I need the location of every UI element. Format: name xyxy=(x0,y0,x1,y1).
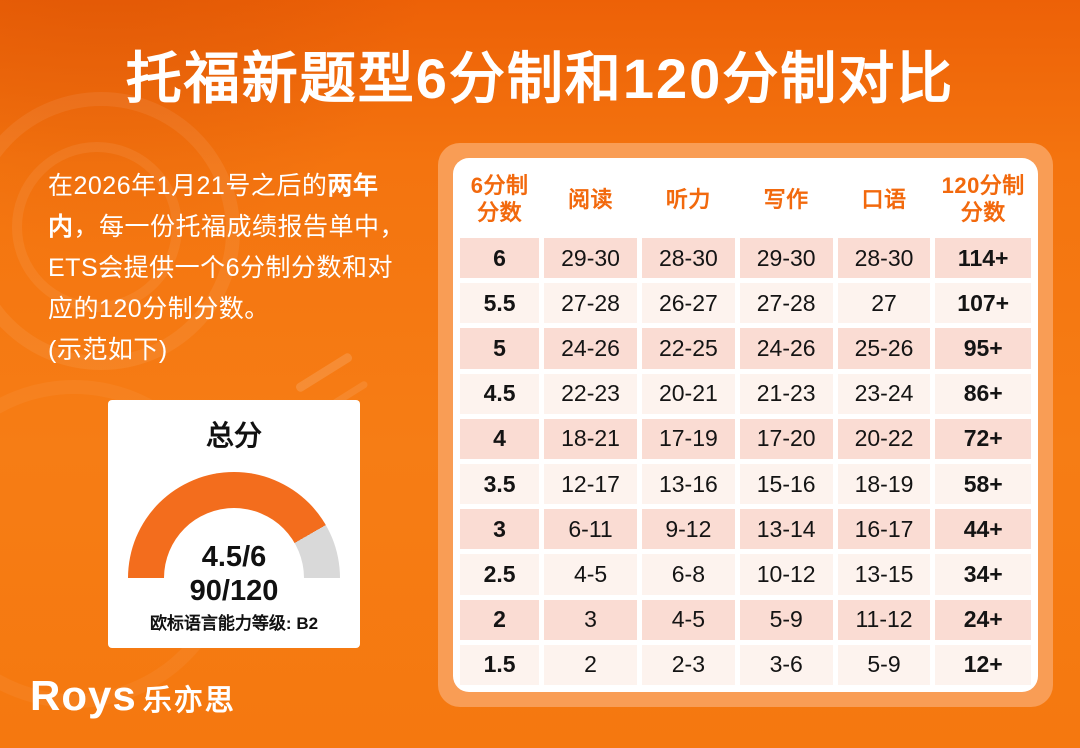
table-cell: 21-23 xyxy=(739,373,833,414)
table-cell: 24+ xyxy=(935,599,1031,640)
table-cell: 15-16 xyxy=(739,463,833,505)
table-cell: 5-9 xyxy=(739,599,833,640)
table-cell: 72+ xyxy=(935,418,1031,459)
table-cell: 86+ xyxy=(935,373,1031,414)
table-cell: 17-20 xyxy=(739,418,833,459)
logo-latin: Roys xyxy=(30,672,137,719)
table-cell: 22-25 xyxy=(641,328,735,369)
column-header-4: 口语 xyxy=(861,186,907,212)
page-title: 托福新题型6分制和120分制对比 xyxy=(125,47,955,110)
table-cell: 58+ xyxy=(935,463,1031,505)
intro-text: 在2026年1月21号之后的两年内，每一份托福成绩报告单中，ETS会提供一个6分… xyxy=(48,166,416,371)
table-cell: 25-26 xyxy=(837,328,931,369)
table-cell: 13-14 xyxy=(739,509,833,550)
table-cell: 18-21 xyxy=(544,418,637,459)
table-cell: 29-30 xyxy=(739,238,833,279)
table-cell: 10-12 xyxy=(739,554,833,595)
table-cell: 12-17 xyxy=(544,463,637,505)
table-row: 5 24-26 22-25 24-26 25-26 95+ xyxy=(460,328,1031,369)
table-row: 4.5 22-23 20-21 21-23 23-24 86+ xyxy=(460,373,1031,414)
logo-chinese: 乐亦思 xyxy=(142,685,236,717)
score-120scale: 90/120 xyxy=(189,575,279,607)
table-cell: 34+ xyxy=(935,554,1031,595)
intro-note: (示范如下) xyxy=(48,336,168,364)
gauge-arc xyxy=(128,472,340,578)
gauge-title: 总分 xyxy=(205,420,262,451)
table-row: 5.5 27-28 26-27 27-28 27 107+ xyxy=(460,283,1031,324)
table-cell: 44+ xyxy=(935,509,1031,550)
table-cell: 24-26 xyxy=(544,328,637,369)
table-cell: 6-8 xyxy=(641,554,735,595)
table-cell: 20-21 xyxy=(641,373,735,414)
table-cell: 26-27 xyxy=(641,283,735,324)
intro-bold: 两年内 xyxy=(48,172,379,241)
table-row: 4 18-21 17-19 17-20 20-22 72+ xyxy=(460,418,1031,459)
table-cell: 22-23 xyxy=(544,373,637,414)
table-row: 6 29-30 28-30 29-30 28-30 114+ xyxy=(460,238,1031,279)
table-cell: 3 xyxy=(544,599,637,640)
table-cell: 9-12 xyxy=(641,509,735,550)
table-cell: 17-19 xyxy=(641,418,735,459)
table-cell: 4-5 xyxy=(641,599,735,640)
logo: Roys 乐亦思 xyxy=(30,672,236,720)
column-header-0: 6分制 分数 xyxy=(470,173,529,225)
table-cell: 4-5 xyxy=(544,554,637,595)
table-cell: 13-16 xyxy=(641,463,735,505)
total-score-card: 总分 4.5/6 90/120 欧标语言能力等级: B2 xyxy=(108,400,360,648)
table-cell: 18-19 xyxy=(837,463,931,505)
column-header-1: 阅读 xyxy=(568,186,614,212)
table-cell: 27-28 xyxy=(544,283,637,324)
column-header-2: 听力 xyxy=(665,186,711,212)
gauge-values: 4.5/6 90/120 xyxy=(128,540,340,608)
table-cell: 5.5 xyxy=(460,283,540,324)
table-cell: 11-12 xyxy=(837,599,931,640)
intro-paragraph: 在2026年1月21号之后的两年内，每一份托福成绩报告单中，ETS会提供一个6分… xyxy=(48,166,416,330)
table-cell: 13-15 xyxy=(837,554,931,595)
score-table-card: 6分制 分数 阅读 听力 写作 口语 120分制 分数 6 29-30 28-30 29-30 2… xyxy=(453,158,1038,692)
table-cell: 4.5 xyxy=(460,373,540,414)
table-cell: 107+ xyxy=(935,283,1031,324)
table-cell: 16-17 xyxy=(837,509,931,550)
table-header-row: 6分制 分数 阅读 听力 写作 口语 120分制 分数 xyxy=(460,165,1031,233)
table-cell: 27-28 xyxy=(739,283,833,324)
intro-part1: 在2026年1月21号之后的 xyxy=(48,172,328,200)
table-cell: 4 xyxy=(460,418,540,459)
table-row: 2 3 4-5 5-9 11-12 24+ xyxy=(460,599,1031,640)
column-header-3: 写作 xyxy=(763,186,809,212)
table-cell: 20-22 xyxy=(837,418,931,459)
score-gauge: 4.5/6 90/120 xyxy=(128,472,340,607)
table-cell: 28-30 xyxy=(837,238,931,279)
table-cell: 3 xyxy=(460,509,540,550)
table-cell: 28-30 xyxy=(641,238,735,279)
table-row: 2.5 4-5 6-8 10-12 13-15 34+ xyxy=(460,554,1031,595)
table-cell: 6-11 xyxy=(544,509,637,550)
column-header-5: 120分制 分数 xyxy=(941,173,1025,225)
table-cell: 95+ xyxy=(935,328,1031,369)
table-cell: 5 xyxy=(460,328,540,369)
table-row: 1.5 2 2-3 3-6 5-9 12+ xyxy=(460,644,1031,685)
table-cell: 12+ xyxy=(935,644,1031,685)
table-cell: 2 xyxy=(460,599,540,640)
table-cell: 29-30 xyxy=(544,238,637,279)
table-row: 3 6-11 9-12 13-14 16-17 44+ xyxy=(460,509,1031,550)
table-cell: 3.5 xyxy=(460,463,540,505)
score-table-frame: 6分制 分数 阅读 听力 写作 口语 120分制 分数 6 29-30 28-30 29-30 2… xyxy=(438,143,1053,707)
table-cell: 2.5 xyxy=(460,554,540,595)
table-cell: 2-3 xyxy=(641,644,735,685)
table-cell: 114+ xyxy=(935,238,1031,279)
table-row: 3.5 12-17 13-16 15-16 18-19 58+ xyxy=(460,463,1031,505)
score-6scale: 4.5/6 xyxy=(201,541,267,573)
table-cell: 2 xyxy=(544,644,637,685)
table-cell: 3-6 xyxy=(739,644,833,685)
score-table: 6分制 分数 阅读 听力 写作 口语 120分制 分数 6 29-30 28-30 29-30 2… xyxy=(455,160,1036,690)
table-cell: 27 xyxy=(837,283,931,324)
table-cell: 6 xyxy=(460,238,540,279)
table-cell: 5-9 xyxy=(837,644,931,685)
table-cell: 23-24 xyxy=(837,373,931,414)
table-cell: 1.5 xyxy=(460,644,540,685)
table-cell: 24-26 xyxy=(739,328,833,369)
intro-part2: ，每一份托福成绩报告单中，ETS会提供一个6分制分数和对应的120分制分数。 xyxy=(48,213,406,323)
cefr-level: 欧标语言能力等级: B2 xyxy=(149,614,319,633)
